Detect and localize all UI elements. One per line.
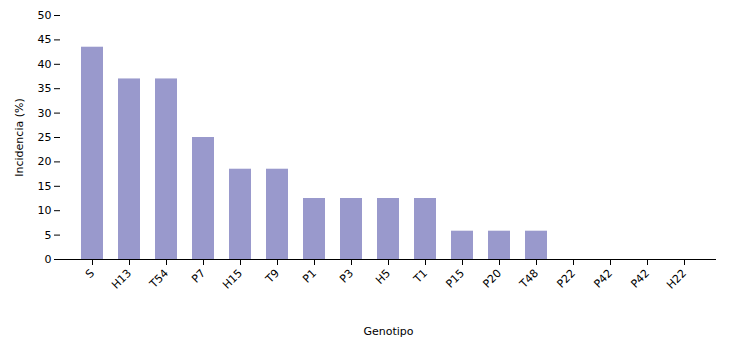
svg-text:S: S bbox=[83, 267, 97, 281]
svg-text:10: 10 bbox=[38, 204, 52, 217]
svg-text:H15: H15 bbox=[220, 267, 245, 292]
svg-text:H13: H13 bbox=[109, 267, 134, 292]
svg-text:H5: H5 bbox=[373, 267, 393, 287]
svg-text:T54: T54 bbox=[147, 267, 172, 292]
svg-text:P15: P15 bbox=[443, 267, 467, 291]
svg-text:25: 25 bbox=[38, 131, 52, 144]
svg-text:45: 45 bbox=[38, 33, 52, 46]
svg-text:P42: P42 bbox=[591, 267, 615, 291]
svg-text:0: 0 bbox=[45, 253, 52, 266]
svg-text:15: 15 bbox=[38, 180, 52, 193]
svg-text:Genotipo: Genotipo bbox=[363, 325, 413, 338]
svg-text:5: 5 bbox=[45, 229, 52, 242]
svg-text:T48: T48 bbox=[517, 267, 542, 292]
svg-text:T1: T1 bbox=[411, 267, 431, 287]
svg-text:H22: H22 bbox=[664, 267, 689, 292]
svg-text:T9: T9 bbox=[263, 267, 283, 287]
svg-text:35: 35 bbox=[38, 82, 52, 95]
svg-text:P1: P1 bbox=[300, 267, 319, 286]
svg-text:P20: P20 bbox=[480, 267, 504, 291]
svg-text:30: 30 bbox=[38, 107, 52, 120]
svg-text:50: 50 bbox=[38, 9, 52, 22]
svg-text:20: 20 bbox=[38, 155, 52, 168]
svg-text:P42: P42 bbox=[628, 267, 652, 291]
svg-text:P7: P7 bbox=[189, 267, 208, 286]
svg-text:40: 40 bbox=[38, 58, 52, 71]
svg-text:P22: P22 bbox=[554, 267, 578, 291]
svg-text:P3: P3 bbox=[337, 267, 356, 286]
svg-text:Incidencia (%): Incidencia (%) bbox=[13, 98, 26, 176]
